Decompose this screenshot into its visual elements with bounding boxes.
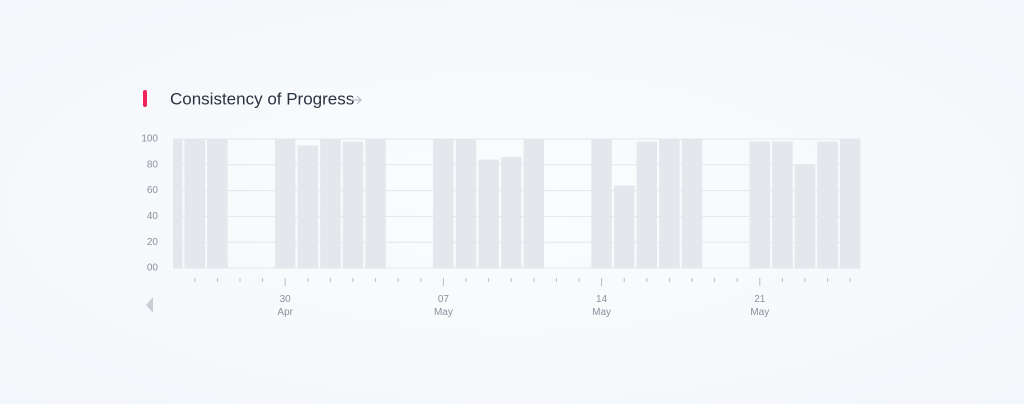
x-tick-label: 21 May [750,294,769,318]
y-tick-label: 20 [147,237,159,248]
bar [681,139,703,268]
bar [613,185,635,268]
bars [173,139,861,268]
y-tick-label: 40 [147,211,159,222]
bar [839,139,861,268]
bar [342,141,364,268]
bar [365,139,386,268]
bar [173,139,183,268]
x-tick-label: 07 May [434,294,453,318]
bar [749,141,771,268]
bar [455,139,477,268]
bar [207,139,228,268]
bar [591,139,612,268]
bar [433,139,454,268]
bar [184,139,206,268]
title-marker [143,90,147,107]
bar [500,157,522,268]
y-tick-label: 100 [141,134,158,145]
bar [636,141,658,268]
x-tick-label: 14 May [592,294,611,318]
chart-title: Consistency of Progress [170,89,354,108]
bar [659,139,680,268]
x-tick-label: 30 Apr [277,294,293,318]
bar [297,145,319,268]
title-arrow[interactable] [351,95,362,105]
y-tick-label: 80 [147,159,159,170]
x-axis: 30 Apr 07 May 14 May 21 May [194,278,851,318]
bar [523,139,545,268]
y-tick-label: 60 [147,185,159,196]
bar [274,139,296,268]
bar [817,141,838,268]
bar [320,139,341,268]
bar [772,141,793,268]
bar [478,159,499,268]
y-tick-label: 00 [147,263,159,274]
bar [794,164,816,268]
prev-arrow[interactable] [146,297,153,313]
